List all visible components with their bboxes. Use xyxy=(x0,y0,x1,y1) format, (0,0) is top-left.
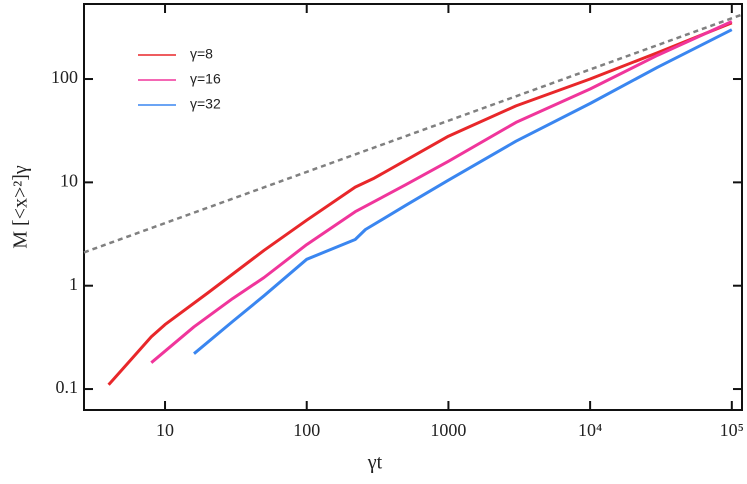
x-tick-label: 1000 xyxy=(430,420,466,440)
x-tick-label: 10⁵ xyxy=(720,420,744,440)
plot-frame xyxy=(83,3,743,411)
data-line xyxy=(107,21,733,386)
y-tick-label: 100 xyxy=(51,67,78,87)
x-tick-label: 10 xyxy=(156,420,174,440)
x-axis-label: γt xyxy=(367,452,383,474)
reference-line xyxy=(83,13,743,254)
data-line xyxy=(150,20,733,364)
legend-label: γ=32 xyxy=(190,96,221,112)
x-tick-label: 100 xyxy=(293,420,320,440)
y-axis-label: M [<x>²]γ xyxy=(10,165,32,249)
x-tick-label: 10⁴ xyxy=(578,420,602,440)
legend-label: γ=16 xyxy=(190,71,221,87)
y-tick-label: 10 xyxy=(60,170,78,190)
data-line xyxy=(193,28,733,355)
legend-label: γ=8 xyxy=(190,46,213,62)
y-tick-label: 0.1 xyxy=(56,377,79,397)
y-tick-label: 1 xyxy=(69,274,78,294)
